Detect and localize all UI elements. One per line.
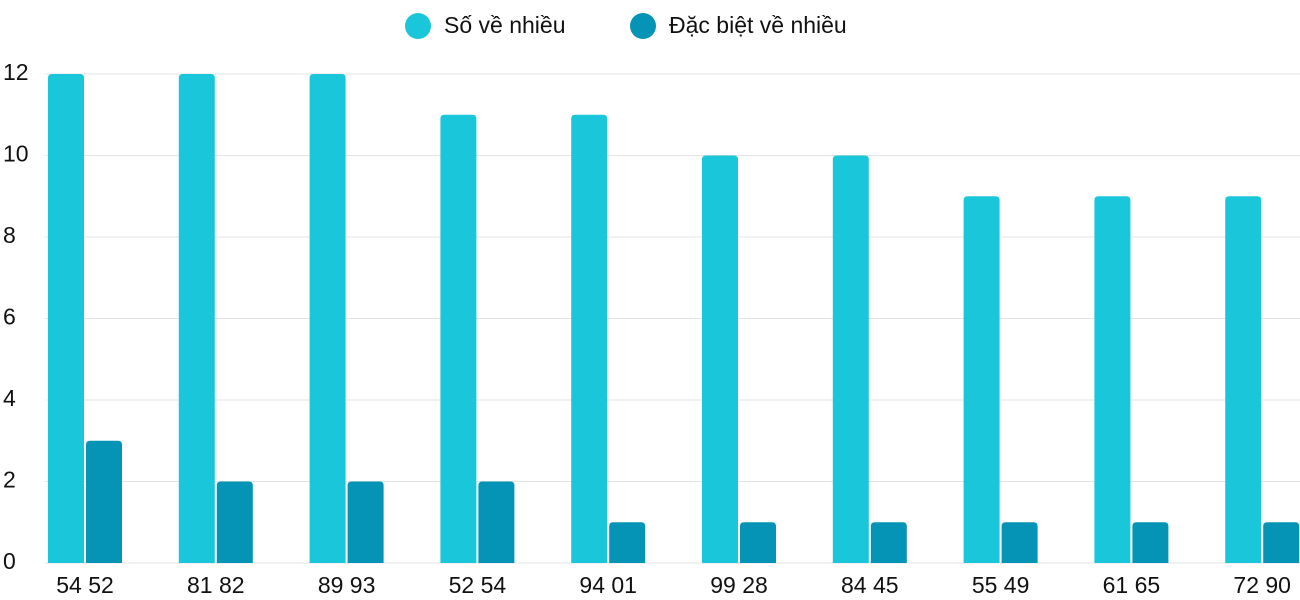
bar — [832, 155, 869, 563]
x-tick-label: 94 01 — [579, 572, 637, 598]
x-tick-label: 54 52 — [56, 572, 114, 598]
bar — [609, 522, 646, 563]
bar — [309, 74, 346, 563]
bar — [963, 196, 1000, 563]
bar — [870, 522, 907, 563]
x-tick-label: 72 90 — [1233, 572, 1291, 598]
y-tick-label: 6 — [3, 304, 16, 330]
bar — [48, 74, 84, 563]
legend-swatch — [630, 13, 656, 39]
y-tick-label: 2 — [3, 467, 16, 493]
bar — [216, 481, 253, 563]
bar — [1094, 196, 1131, 563]
legend-swatch — [405, 13, 431, 39]
bar — [1001, 522, 1038, 563]
bar — [478, 481, 515, 563]
y-tick-label: 4 — [3, 385, 16, 411]
bar — [1132, 522, 1169, 563]
y-tick-label: 0 — [3, 548, 16, 574]
y-tick-label: 12 — [3, 59, 29, 85]
legend-label: Số về nhiều — [444, 12, 565, 38]
bar — [740, 522, 776, 563]
bar — [1225, 196, 1262, 563]
x-tick-label: 84 45 — [841, 572, 899, 598]
bar — [178, 74, 215, 563]
bar — [440, 114, 477, 563]
x-tick-label: 61 65 — [1103, 572, 1161, 598]
bar — [702, 155, 738, 563]
x-tick-label: 89 93 — [318, 572, 376, 598]
x-tick-label: 81 82 — [187, 572, 245, 598]
y-tick-label: 10 — [3, 141, 29, 167]
x-tick-label: 55 49 — [972, 572, 1030, 598]
x-tick-label: 99 28 — [710, 572, 768, 598]
bar — [86, 440, 122, 563]
legend-label: Đặc biệt về nhiều — [669, 12, 847, 38]
bar — [1263, 522, 1300, 563]
x-tick-label: 52 54 — [449, 572, 507, 598]
bar — [347, 481, 384, 563]
bar — [571, 114, 608, 563]
y-tick-label: 8 — [3, 222, 16, 248]
